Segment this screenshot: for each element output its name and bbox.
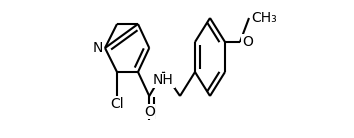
- Text: Cl: Cl: [110, 98, 124, 112]
- Text: CH₃: CH₃: [251, 11, 276, 25]
- Text: O: O: [144, 104, 155, 119]
- Text: NH: NH: [153, 74, 174, 87]
- Text: O: O: [242, 35, 253, 49]
- Text: N: N: [92, 41, 103, 55]
